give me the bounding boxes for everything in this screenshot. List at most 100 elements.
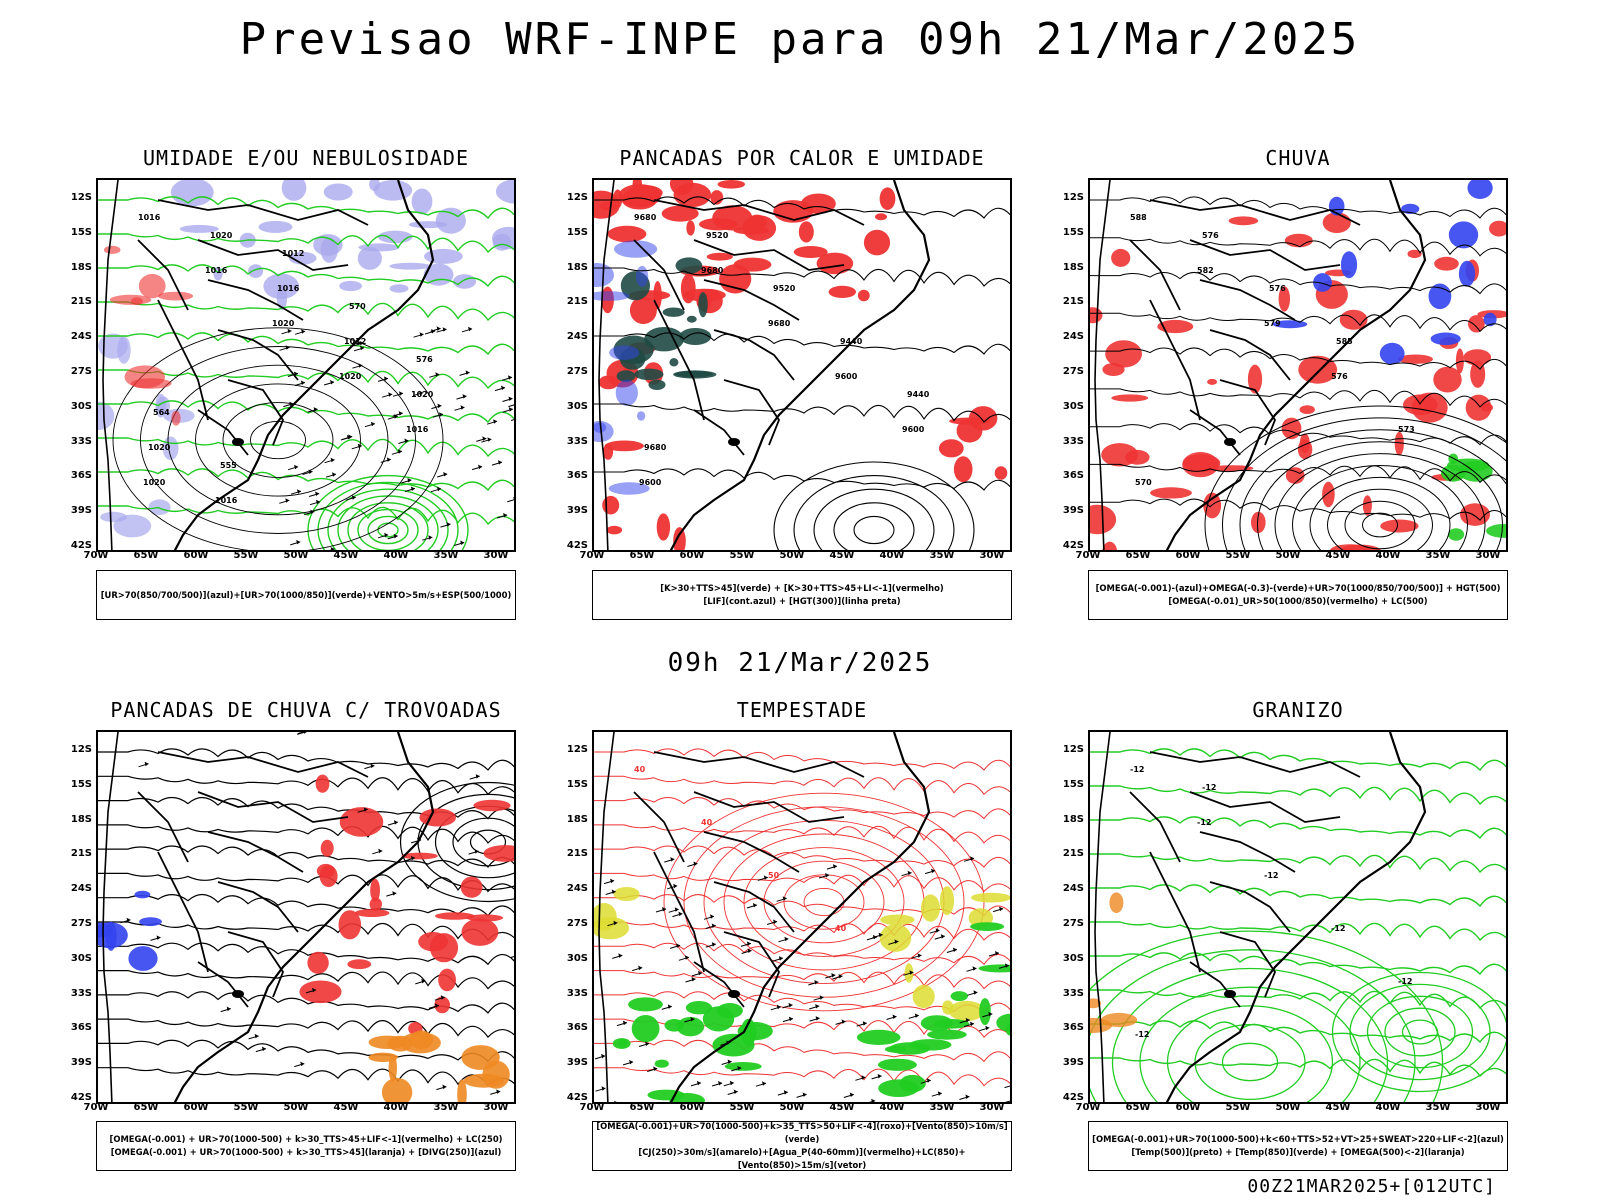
panel-title: UMIDADE E/OU NEBULOSIDADE	[142, 146, 470, 170]
contour-value-label: 582	[1197, 266, 1214, 275]
contour-line	[327, 488, 449, 550]
country-border	[137, 791, 189, 863]
contour-value-label: 9680	[701, 266, 724, 275]
field-shading-blob	[602, 495, 620, 515]
country-border	[197, 239, 349, 271]
contour-line	[347, 502, 429, 550]
contour-line	[1331, 971, 1506, 1093]
wind-vector	[459, 370, 470, 376]
latitude-tick-label: 12S	[566, 744, 588, 755]
field-shading-blob	[1157, 319, 1194, 334]
field-shading-blob	[685, 1001, 713, 1015]
west-coastline	[102, 180, 119, 550]
panel-legend: [OMEGA(-0.001)+UR>70(1000-500)+k<60+TTS>…	[1088, 1121, 1508, 1171]
panel-legend: [K>30+TTS>45](verde) + [K>30+TTS>45+LI<-…	[592, 570, 1012, 620]
field-shading-blob	[717, 180, 745, 189]
latitude-tick-label: 36S	[566, 470, 588, 482]
contour-value-label: 576	[1202, 231, 1219, 240]
contour-value-label: 564	[153, 408, 170, 417]
contour-value-label: 1016	[215, 496, 238, 505]
wind-vector	[340, 435, 352, 441]
field-shading-blob	[1448, 528, 1465, 541]
longitude-tick-label: 40W	[879, 550, 905, 561]
contour-value-label: 1020	[272, 319, 295, 328]
contour-line	[452, 817, 514, 867]
latitude-tick-label: 12S	[70, 744, 92, 755]
latitude-tick-label: 42S	[1062, 540, 1084, 551]
contour-line	[743, 847, 905, 957]
latitude-tick-label: 15S	[1062, 778, 1084, 790]
wind-vector	[612, 953, 623, 959]
latitude-tick-label: 27S	[70, 918, 92, 929]
wind-vector	[963, 1021, 975, 1028]
field-shading-blob	[648, 379, 666, 390]
country-border	[1219, 379, 1277, 446]
wind-vector	[404, 855, 416, 862]
streamline	[1090, 347, 1506, 370]
latitude-tick-label: 15S	[70, 778, 92, 790]
latitude-tick-label: 33S	[1062, 987, 1084, 999]
streamline	[1090, 196, 1506, 219]
contour-line	[1349, 983, 1491, 1081]
streamline	[98, 400, 514, 424]
wind-vector	[655, 907, 667, 913]
field-shading-blob	[615, 379, 638, 406]
wind-vector	[782, 1016, 794, 1023]
wind-vector	[979, 1025, 990, 1032]
field-shading-blob	[978, 964, 1010, 973]
streamline	[98, 796, 514, 820]
wind-vector	[843, 1092, 854, 1098]
longitude-tick-label: 65W	[1125, 1102, 1151, 1113]
streamline	[98, 748, 514, 771]
wind-vector	[283, 401, 294, 408]
longitude-tick-label: 50W	[283, 1102, 309, 1113]
field-shading-blob	[706, 252, 733, 261]
longitude-tick-label: 50W	[1275, 550, 1301, 561]
latitude-tick-label: 36S	[566, 1022, 588, 1034]
wind-vector	[632, 965, 643, 972]
west-coastline	[1094, 180, 1111, 550]
country-border	[653, 751, 865, 778]
field-shading-blob	[148, 499, 171, 515]
field-shading-blob	[435, 207, 466, 234]
longitude-tick-label: 35W	[1425, 550, 1451, 561]
contour-value-label: 573	[1398, 425, 1415, 434]
field-shading-blob	[679, 328, 712, 345]
latitude-tick-label: 21S	[70, 848, 92, 860]
contour-value-label: 9440	[840, 337, 863, 346]
streamline	[594, 403, 1010, 423]
panel-legend: [UR>70(850/700/500)](azul)+[UR>70(1000/8…	[96, 570, 516, 620]
latitude-tick-label: 21S	[1062, 848, 1084, 860]
field-shading-blob	[710, 190, 724, 205]
streamline	[98, 970, 514, 990]
field-shading-blob	[1182, 452, 1219, 478]
streamline	[98, 1067, 514, 1087]
panel-title: TEMPESTADE	[736, 698, 868, 722]
wind-vector	[440, 522, 451, 528]
wind-vector	[871, 1073, 882, 1080]
wind-vector	[638, 1041, 650, 1047]
wind-vector	[866, 934, 878, 941]
field-shading-blob	[904, 963, 914, 983]
field-shading-blob	[357, 246, 382, 270]
field-shading-blob	[634, 368, 664, 380]
longitude-tick-label: 50W	[283, 550, 309, 561]
latitude-tick-label: 42S	[566, 1092, 588, 1103]
wind-vector	[685, 977, 696, 983]
field-shading-blob	[435, 912, 475, 920]
longitude-tick-label: 35W	[1425, 1102, 1451, 1113]
latitude-tick-label: 27S	[566, 366, 588, 377]
field-shading-blob	[877, 1058, 917, 1071]
field-shading-blob	[686, 220, 695, 236]
contour-line	[1090, 949, 1416, 1102]
longitude-tick-label: 30W	[979, 1102, 1005, 1113]
latitude-tick-label: 39S	[70, 1057, 92, 1069]
contour-line	[1166, 1005, 1334, 1102]
wind-vector	[731, 1065, 742, 1072]
field-shading-blob	[299, 980, 342, 1004]
contour-line	[195, 383, 361, 497]
wind-vector	[372, 848, 383, 855]
streamline	[98, 369, 514, 390]
latitude-tick-label: 24S	[70, 331, 92, 343]
contour-line	[853, 515, 895, 545]
